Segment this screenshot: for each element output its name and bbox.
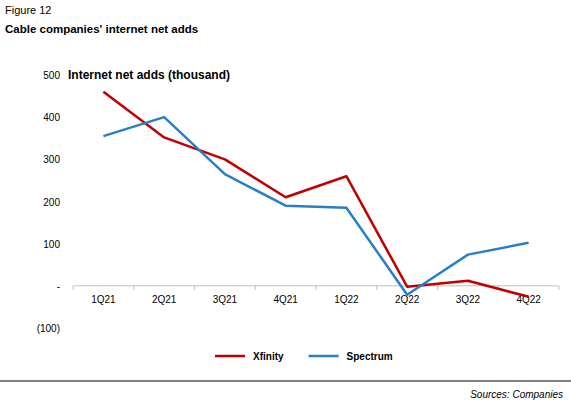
title: Cable companies' internet net adds: [5, 23, 198, 35]
x-tick: [376, 286, 377, 290]
x-tick: [559, 286, 560, 290]
series-line: [103, 117, 528, 295]
y-tick: [60, 243, 63, 244]
x-tick-label: 1Q22: [334, 294, 359, 305]
x-tick: [73, 286, 74, 290]
x-tick-label: 3Q22: [456, 294, 481, 305]
y-tick: [60, 75, 63, 76]
x-tick: [255, 286, 256, 290]
y-axis-label: Internet net adds (thousand): [68, 68, 230, 82]
x-tick: [437, 286, 438, 290]
x-tick: [194, 286, 195, 290]
legend-swatch: [215, 355, 245, 358]
y-tick: [60, 159, 63, 160]
x-tick: [133, 286, 134, 290]
legend-swatch: [309, 355, 339, 358]
y-tick: [60, 117, 63, 118]
x-tick-label: 4Q21: [273, 294, 298, 305]
y-tick-label: 300: [43, 154, 60, 165]
y-tick: [60, 201, 63, 202]
x-tick: [316, 286, 317, 290]
source: Sources: Companies: [470, 389, 563, 400]
x-tick-label: 2Q21: [152, 294, 177, 305]
y-tick-label: 400: [43, 112, 60, 123]
rule: [0, 381, 571, 382]
y-tick-label: 100: [43, 239, 60, 250]
y-tick-label: (100): [37, 323, 60, 334]
y-tick: [60, 328, 63, 329]
legend-label: Spectrum: [347, 351, 393, 362]
series-line: [103, 92, 528, 297]
y-tick-label: -: [57, 281, 60, 292]
x-tick-label: 3Q21: [213, 294, 238, 305]
y-tick: [60, 285, 63, 286]
chart: Figure 12 Cable companies' internet net a…: [0, 0, 571, 414]
x-tick-label: 1Q21: [91, 294, 116, 305]
figure-number: Figure 12: [5, 4, 51, 16]
y-tick-label: 200: [43, 197, 60, 208]
series-group: [103, 92, 528, 297]
y-tick-label: 500: [43, 70, 60, 81]
legend-label: Xfinity: [253, 351, 284, 362]
